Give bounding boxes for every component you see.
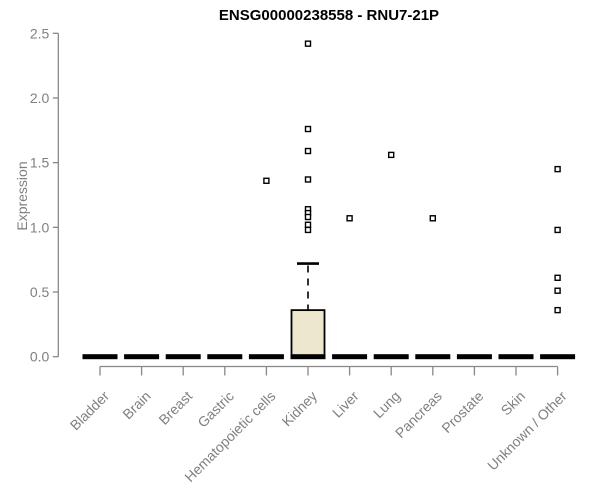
outlier-point: [429, 215, 436, 222]
outlier-point: [554, 287, 561, 294]
outlier-point: [554, 226, 561, 234]
x-tick-label: Unknown / Other: [484, 388, 570, 474]
outlier-point: [304, 221, 312, 228]
outlier-point: [304, 213, 312, 221]
median-bar: [332, 354, 368, 360]
y-tick-label: 0.0: [30, 349, 50, 365]
median-bar: [82, 354, 118, 360]
x-tick-label: Liver: [329, 388, 362, 421]
y-tick-label: 2.5: [30, 25, 50, 41]
median-bar: [124, 354, 160, 360]
x-tick-label: Lung: [370, 388, 403, 421]
outlier-point: [304, 147, 312, 155]
median-bar: [373, 354, 409, 360]
x-tick-label: Skin: [498, 388, 529, 419]
x-tick-label: Prostate: [438, 388, 486, 436]
x-tick-label: Brain: [119, 388, 153, 422]
x-tick-label: Bladder: [67, 388, 113, 434]
x-tick-label: Kidney: [279, 388, 321, 430]
y-axis-label: Expression: [14, 161, 30, 231]
outlier-point: [554, 306, 561, 314]
y-tick-label: 1.5: [30, 155, 50, 171]
outlier-point: [554, 165, 561, 173]
median-bar: [248, 354, 284, 360]
median-bar: [456, 354, 492, 360]
outlier-point: [304, 125, 312, 133]
outlier-point: [263, 177, 270, 184]
y-tick-label: 0.5: [30, 284, 50, 300]
outlier-point: [304, 40, 312, 47]
outlier-point: [388, 151, 395, 159]
median-bar: [165, 354, 201, 360]
median-bar: [540, 354, 576, 360]
y-tick-label: 2.0: [30, 90, 50, 106]
median-bar: [290, 354, 326, 360]
y-tick-label: 1.0: [30, 219, 50, 235]
chart-title: ENSG00000238558 - RNU7-21P: [218, 7, 440, 24]
box-kidney: [290, 309, 326, 358]
outlier-point: [304, 226, 312, 234]
median-bar: [415, 354, 451, 360]
outlier-point: [346, 215, 353, 222]
outlier-point: [554, 274, 561, 281]
median-bar: [498, 354, 534, 360]
median-bar: [207, 354, 243, 360]
outlier-point: [304, 176, 312, 183]
x-tick-label: Breast: [155, 388, 195, 428]
